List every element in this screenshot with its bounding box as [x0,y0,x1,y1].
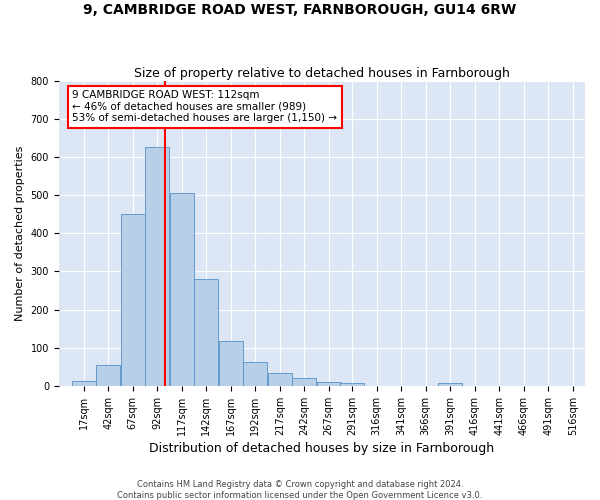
Text: 9 CAMBRIDGE ROAD WEST: 112sqm
← 46% of detached houses are smaller (989)
53% of : 9 CAMBRIDGE ROAD WEST: 112sqm ← 46% of d… [73,90,337,124]
Bar [170,193,194,386]
Y-axis label: Number of detached properties: Number of detached properties [15,146,25,321]
Bar [340,383,364,386]
X-axis label: Distribution of detached houses by size in Farnborough: Distribution of detached houses by size … [149,442,494,455]
Text: Contains HM Land Registry data © Crown copyright and database right 2024.
Contai: Contains HM Land Registry data © Crown c… [118,480,482,500]
Bar [268,372,292,386]
Bar [292,378,316,386]
Bar [243,362,267,386]
Bar [72,382,96,386]
Text: 9, CAMBRIDGE ROAD WEST, FARNBOROUGH, GU14 6RW: 9, CAMBRIDGE ROAD WEST, FARNBOROUGH, GU1… [83,2,517,16]
Bar [145,148,169,386]
Bar [438,383,462,386]
Bar [121,214,145,386]
Bar [96,365,120,386]
Bar [317,382,341,386]
Bar [194,279,218,386]
Bar [219,341,243,386]
Title: Size of property relative to detached houses in Farnborough: Size of property relative to detached ho… [134,66,510,80]
